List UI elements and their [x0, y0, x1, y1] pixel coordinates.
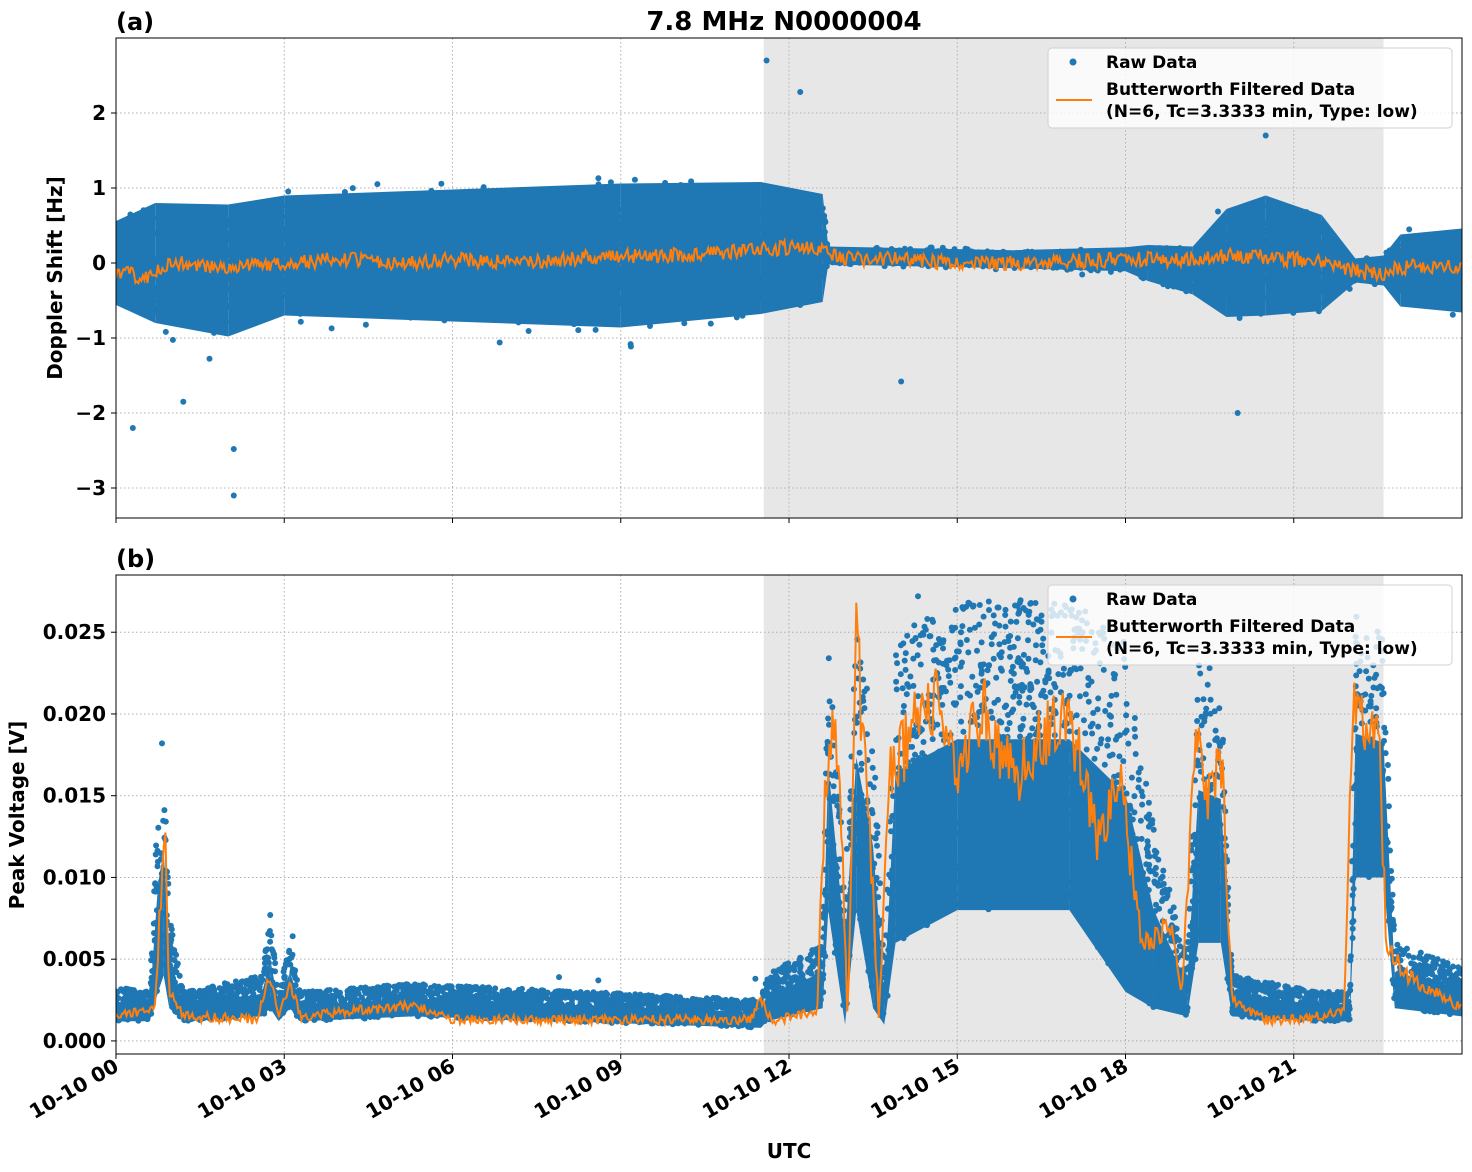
- panel-b-label: (b): [116, 545, 155, 573]
- panel-a-ylabel: Doppler Shift [Hz]: [43, 176, 67, 380]
- raw-data-point: [438, 180, 445, 187]
- raw-data-point: [1079, 271, 1086, 278]
- raw-data-point: [681, 320, 688, 327]
- raw-data-point: [575, 327, 582, 334]
- raw-data-point: [595, 175, 602, 182]
- figure-title: 7.8 MHz N0000004: [646, 7, 921, 37]
- raw-data-point: [162, 328, 169, 335]
- raw-data-point: [1449, 311, 1456, 318]
- raw-data-point: [362, 321, 369, 328]
- raw-data-point: [374, 181, 381, 188]
- raw-data-point: [496, 339, 503, 346]
- raw-data-point: [592, 326, 599, 333]
- raw-data-point: [169, 336, 176, 343]
- raw-data-point: [627, 341, 634, 348]
- raw-data-point: [1406, 226, 1413, 233]
- x-axis-label: UTC: [767, 1139, 812, 1163]
- raw-data-point: [297, 318, 304, 325]
- raw-data-point: [631, 176, 638, 183]
- raw-data-point: [707, 320, 714, 327]
- plot-area: [116, 57, 1462, 499]
- raw-data-point: [1215, 208, 1221, 215]
- raw-data-point: [525, 328, 532, 334]
- raw-data-point: [206, 355, 213, 362]
- panel-b-ylabel: Peak Voltage [V]: [5, 721, 29, 910]
- raw-data-point: [349, 185, 356, 192]
- panel-a-label: (a): [116, 8, 154, 36]
- raw-data-point: [285, 188, 292, 195]
